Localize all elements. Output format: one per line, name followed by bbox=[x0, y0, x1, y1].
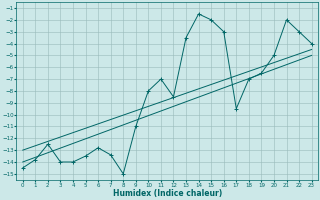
X-axis label: Humidex (Indice chaleur): Humidex (Indice chaleur) bbox=[113, 189, 222, 198]
